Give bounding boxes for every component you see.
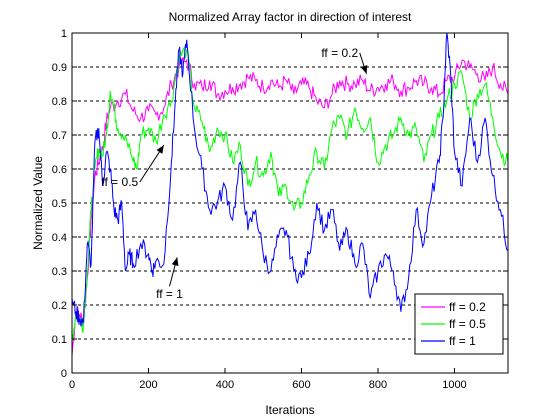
x-tick-label: 400 bbox=[216, 379, 234, 391]
annotation-arrowhead-1 bbox=[156, 145, 164, 154]
x-axis-label: Iterations bbox=[265, 403, 314, 417]
y-tick-label: 0.5 bbox=[52, 198, 67, 210]
legend-label: ff = 0.5 bbox=[449, 317, 486, 331]
legend: ff = 0.2 ff = 0.5 ff = 1 bbox=[414, 293, 504, 355]
plot-series bbox=[71, 32, 509, 357]
y-tick-label: 0.8 bbox=[52, 96, 67, 108]
legend-label: ff = 1 bbox=[449, 334, 476, 348]
x-tick-label: 600 bbox=[292, 379, 310, 391]
series-line-2 bbox=[71, 32, 509, 327]
annotation-arrowhead-2 bbox=[171, 257, 179, 267]
y-tick-label: 0.9 bbox=[52, 62, 67, 74]
annotation-arrowhead-0 bbox=[360, 65, 368, 74]
x-tick-label: 0 bbox=[69, 379, 75, 391]
y-tick-label: 0.7 bbox=[52, 130, 67, 142]
y-tick-label: 0.3 bbox=[52, 266, 67, 278]
x-tick-label: 1000 bbox=[442, 379, 466, 391]
x-tick-label: 800 bbox=[369, 379, 387, 391]
y-tick-label: 1 bbox=[61, 28, 67, 40]
y-tick-label: 0.2 bbox=[52, 300, 67, 312]
y-tick-label: 0.4 bbox=[52, 232, 67, 244]
legend-label: ff = 0.2 bbox=[449, 300, 486, 314]
y-tick-label: 0.1 bbox=[52, 334, 67, 346]
annotation-label: ff = 0.2 bbox=[321, 46, 358, 60]
x-tick-label: 200 bbox=[139, 379, 157, 391]
annotation-label: ff = 1 bbox=[156, 287, 183, 301]
annotation-label: ff = 0.5 bbox=[101, 175, 138, 189]
y-axis-label: Normalized Value bbox=[31, 156, 45, 250]
series-line-1 bbox=[71, 46, 509, 340]
y-tick-label: 0.6 bbox=[52, 164, 67, 176]
chart-title: Normalized Array factor in direction of … bbox=[169, 10, 412, 24]
y-tick-label: 0 bbox=[61, 368, 67, 380]
axes: 0 200 400 600 800 1000 0 0.1 0.2 0.3 0.4 0.5 0.6 0.7 0… bbox=[52, 28, 509, 391]
annotations: ff = 0.2 ff = 0.5 ff = 1 bbox=[101, 46, 368, 301]
